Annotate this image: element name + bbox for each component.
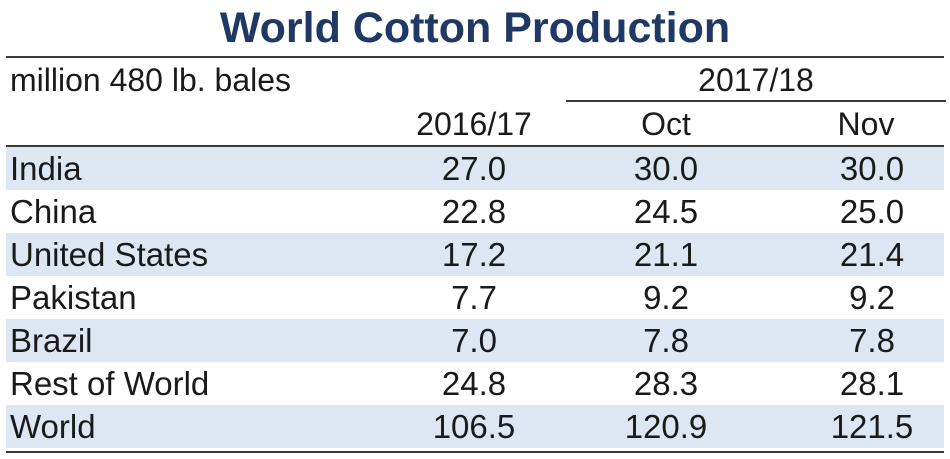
table-cell: 30.0 (633, 150, 699, 187)
table-row: Rest of World 24.8 28.3 28.1 (6, 362, 944, 405)
column-header-oct: Oct (641, 106, 691, 142)
table-cell: 27.0 (441, 150, 507, 187)
table-cell: 24.8 (441, 365, 507, 402)
table-row: Pakistan 7.7 9.2 9.2 (6, 276, 944, 319)
table-cell: 7.8 (643, 322, 689, 359)
table-cell: 24.5 (633, 193, 699, 230)
table-cell: 28.1 (839, 365, 905, 402)
table-cell: 7.0 (451, 322, 497, 359)
table-cell: 21.4 (839, 236, 905, 273)
header-rule (6, 145, 944, 147)
units-label: million 480 lb. bales (10, 62, 292, 98)
row-label: World (10, 408, 96, 445)
table-cell: 22.8 (441, 193, 507, 230)
table-cell: 106.5 (432, 408, 516, 445)
table-cell: 9.2 (849, 279, 895, 316)
top-rule (6, 56, 944, 58)
group-header-2017-18: 2017/18 (698, 62, 814, 98)
table-cell: 30.0 (839, 150, 905, 187)
column-header-2016-17: 2016/17 (416, 106, 532, 142)
row-label: India (10, 150, 82, 187)
bottom-rule (6, 451, 944, 453)
table-cell: 17.2 (441, 236, 507, 273)
table-cell: 120.9 (624, 408, 708, 445)
column-header-nov: Nov (837, 106, 895, 142)
row-label: China (10, 193, 97, 230)
table-cell: 21.1 (633, 236, 699, 273)
table-cell: 9.2 (643, 279, 689, 316)
row-label: Rest of World (10, 365, 210, 402)
table-row: India 27.0 30.0 30.0 (6, 147, 944, 190)
table-row: World 106.5 120.9 121.5 (6, 405, 944, 448)
row-label: United States (10, 236, 209, 273)
row-label: Pakistan (10, 279, 137, 316)
table-cell: 121.5 (830, 408, 914, 445)
group-header-rule (566, 100, 946, 102)
table-cell: 28.3 (633, 365, 699, 402)
table-cell: 7.7 (451, 279, 497, 316)
row-label: Brazil (10, 322, 93, 359)
table-row: Brazil 7.0 7.8 7.8 (6, 319, 944, 362)
table-cell: 25.0 (839, 193, 905, 230)
table-cell: 7.8 (849, 322, 895, 359)
table-title: World Cotton Production (219, 4, 731, 52)
table-row: China 22.8 24.5 25.0 (6, 190, 944, 233)
table-row: United States 17.2 21.1 21.4 (6, 233, 944, 276)
